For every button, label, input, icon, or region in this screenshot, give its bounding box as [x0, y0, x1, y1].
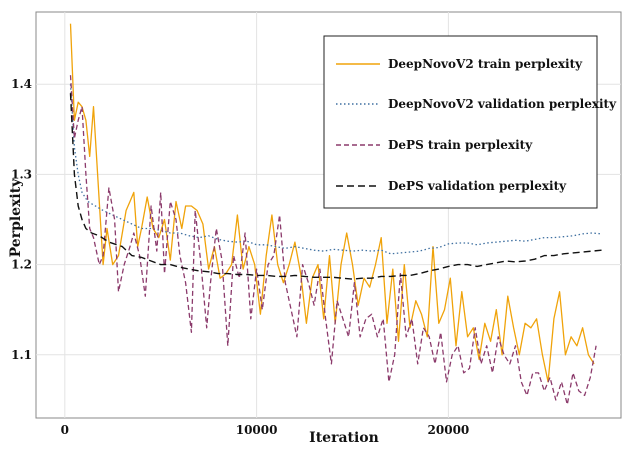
legend-label: DePS validation perplexity — [388, 179, 567, 193]
legend-label: DeepNovoV2 train perplexity — [388, 57, 583, 71]
legend: DeepNovoV2 train perplexity DeepNovoV2 va… — [323, 35, 617, 209]
y-tick-label: 1.1 — [11, 348, 32, 362]
x-axis-title: Iteration — [309, 430, 379, 446]
y-tick-label: 1.4 — [11, 77, 32, 91]
y-tick-label: 1.2 — [11, 258, 32, 272]
x-tick-label: 0 — [61, 423, 69, 437]
legend-label: DePS train perplexity — [388, 138, 533, 152]
series-line — [69, 75, 597, 406]
y-axis-title: Perplexity — [8, 178, 24, 258]
series-line — [69, 23, 595, 383]
x-tick-label: 20000 — [428, 423, 470, 437]
legend-label: DeepNovoV2 validation perplexity — [388, 97, 617, 111]
series-line — [69, 93, 602, 280]
series-group — [69, 23, 602, 406]
series-line — [69, 84, 602, 255]
x-tick-label: 10000 — [236, 423, 278, 437]
y-tick-label: 1.3 — [11, 167, 32, 181]
grid — [36, 12, 621, 418]
ticks: 1.1 1.2 1.3 1.4 0 10000 20000 — [11, 77, 469, 437]
